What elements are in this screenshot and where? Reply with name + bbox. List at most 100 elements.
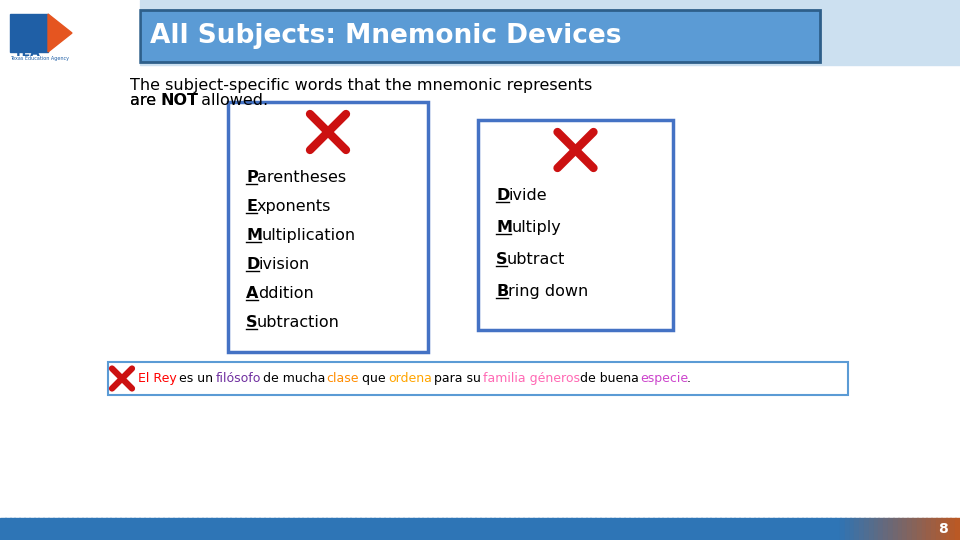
Bar [403, 518, 409, 540]
Bar [226, 518, 231, 540]
Bar [768, 518, 774, 540]
Bar [821, 518, 827, 540]
Bar [869, 518, 875, 540]
Bar [763, 518, 769, 540]
Text: filósofo: filósofo [215, 372, 261, 385]
Bar [850, 518, 855, 540]
Bar [773, 518, 779, 540]
Text: ivide: ivide [509, 188, 547, 203]
Text: NOT: NOT [160, 93, 198, 108]
Bar [686, 518, 692, 540]
Bar [878, 518, 884, 540]
Bar [230, 518, 236, 540]
Bar [701, 518, 707, 540]
Bar [485, 518, 491, 540]
Text: are: are [130, 93, 161, 108]
Bar [432, 518, 438, 540]
Bar [648, 518, 654, 540]
Bar [806, 518, 812, 540]
Bar [82, 518, 87, 540]
Bar [168, 518, 174, 540]
Bar [221, 518, 227, 540]
Bar [826, 518, 831, 540]
Text: E: E [246, 199, 257, 214]
FancyBboxPatch shape [140, 10, 820, 62]
Bar [139, 518, 145, 540]
Bar [154, 518, 159, 540]
Bar [523, 518, 529, 540]
Bar [14, 518, 20, 540]
Bar [394, 518, 399, 540]
Bar [715, 518, 721, 540]
Bar [576, 518, 582, 540]
Bar [816, 518, 822, 540]
Bar [490, 518, 495, 540]
Bar [888, 518, 894, 540]
Bar [946, 518, 951, 540]
Bar [29, 518, 35, 540]
Bar [173, 518, 179, 540]
Text: P: P [246, 170, 257, 185]
Bar [533, 518, 539, 540]
Bar [293, 518, 299, 540]
Text: ring down: ring down [508, 284, 588, 299]
Bar [758, 518, 764, 540]
Bar [653, 518, 659, 540]
Bar [792, 518, 798, 540]
Text: A: A [246, 286, 258, 301]
Bar [202, 518, 207, 540]
Text: ddition: ddition [258, 286, 314, 301]
Bar [446, 518, 452, 540]
Bar [278, 518, 284, 540]
Bar [854, 518, 860, 540]
Bar [782, 518, 788, 540]
Bar [355, 518, 361, 540]
Text: ultiply: ultiply [512, 220, 561, 235]
Bar [322, 518, 327, 540]
Bar [931, 518, 937, 540]
Bar [10, 518, 15, 540]
Bar [235, 518, 241, 540]
Bar [581, 518, 587, 540]
Bar [955, 518, 960, 540]
Bar [586, 518, 591, 540]
Bar [691, 518, 697, 540]
Text: para su: para su [430, 372, 485, 385]
Bar [427, 518, 433, 540]
Bar [0, 0, 138, 70]
Bar [125, 518, 131, 540]
Bar [91, 518, 97, 540]
Bar [331, 518, 337, 540]
Bar [187, 518, 193, 540]
Bar [413, 518, 419, 540]
Bar [542, 518, 548, 540]
Bar [552, 518, 558, 540]
Text: especie: especie [640, 372, 688, 385]
Bar [384, 518, 390, 540]
Text: M: M [496, 220, 512, 235]
Bar [346, 518, 351, 540]
FancyBboxPatch shape [228, 102, 428, 352]
Bar [710, 518, 716, 540]
Bar [682, 518, 687, 540]
Bar [422, 518, 428, 540]
Bar [744, 518, 750, 540]
Bar [619, 518, 625, 540]
Text: M: M [246, 228, 262, 243]
Bar [518, 518, 524, 540]
Bar [557, 518, 563, 540]
Bar [677, 518, 683, 540]
Bar [811, 518, 817, 540]
Text: ubtraction: ubtraction [257, 315, 340, 330]
Bar [350, 518, 356, 540]
Bar [274, 518, 279, 540]
Bar [912, 518, 918, 540]
Text: D: D [496, 188, 510, 203]
Text: are: are [130, 93, 161, 108]
Bar [437, 518, 443, 540]
Bar [96, 518, 102, 540]
Text: Texas Education Agency: Texas Education Agency [10, 56, 69, 61]
Bar [163, 518, 169, 540]
Bar [19, 518, 25, 540]
Bar [283, 518, 289, 540]
